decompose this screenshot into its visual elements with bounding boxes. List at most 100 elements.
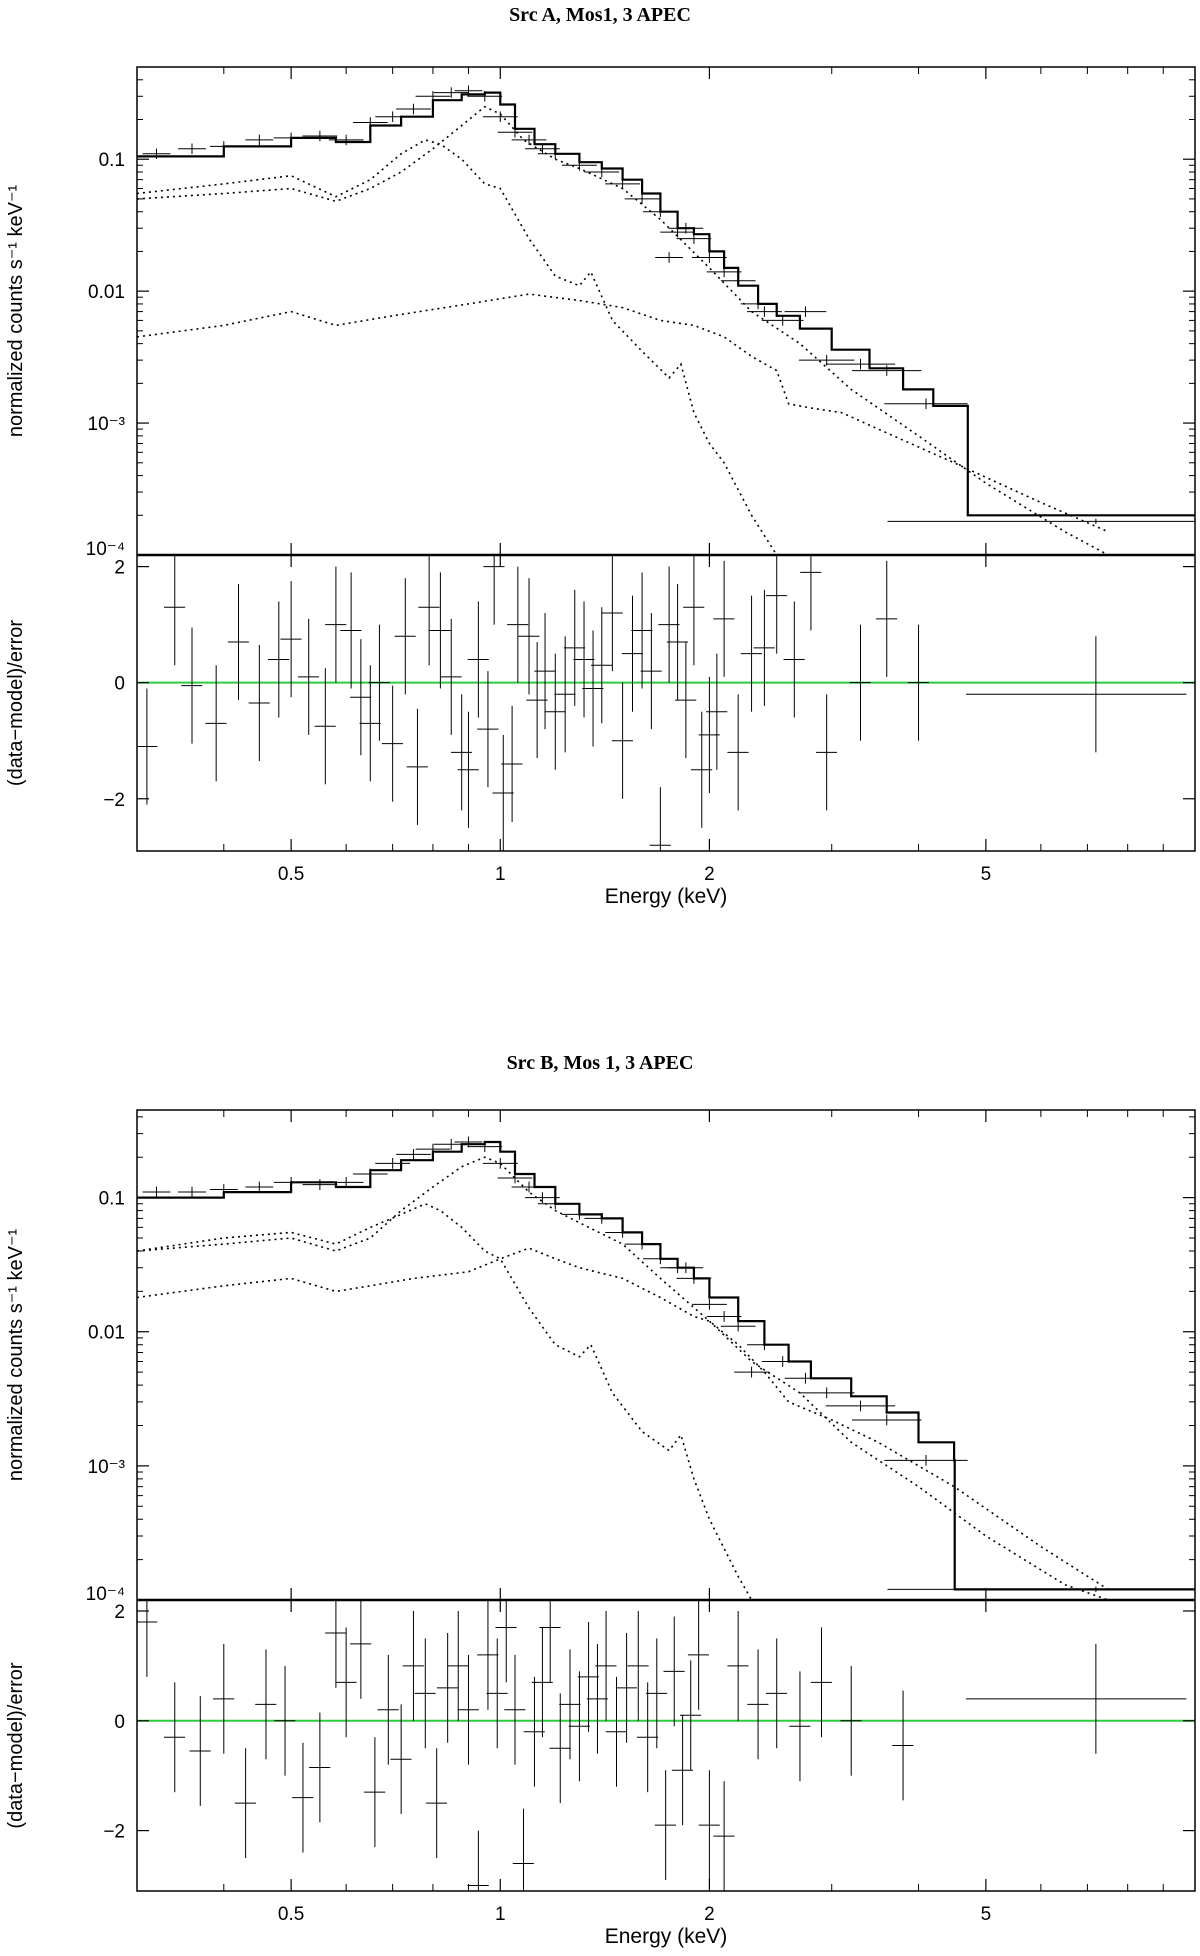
data-point bbox=[668, 1262, 704, 1274]
residual-point bbox=[381, 685, 404, 802]
y-axis-label-residual: (data−model)/error bbox=[5, 1662, 27, 1829]
spectrum-panel-src-a: Src A, Mos1, 3 APEC 0.5 1 2 5 Energy (keV) 0.… bbox=[0, 0, 1200, 930]
residual-point bbox=[965, 636, 1187, 753]
residual-point bbox=[706, 653, 728, 770]
residual-point bbox=[390, 1704, 412, 1815]
data-point bbox=[497, 127, 533, 138]
residual-point bbox=[727, 694, 749, 811]
data-point bbox=[584, 166, 620, 178]
data-point bbox=[761, 1356, 804, 1367]
data-point bbox=[720, 1320, 756, 1332]
residual-point bbox=[544, 653, 566, 770]
data-point bbox=[624, 1238, 660, 1250]
data-point bbox=[784, 1372, 827, 1384]
plot-title-src-a: Src A, Mos1, 3 APEC bbox=[509, 4, 691, 26]
residual-point bbox=[563, 589, 586, 706]
residual-point bbox=[675, 642, 697, 759]
data-point bbox=[415, 1143, 451, 1155]
x-tick-label: 1 bbox=[495, 1904, 506, 1925]
data-point bbox=[511, 1181, 547, 1193]
data-point bbox=[706, 266, 742, 278]
residual-point bbox=[425, 1748, 448, 1859]
residual-point bbox=[611, 682, 633, 799]
residual-point bbox=[440, 618, 462, 735]
data-point bbox=[328, 1176, 364, 1188]
residual-point bbox=[691, 711, 713, 828]
plot-frame bbox=[136, 1109, 1196, 1892]
residual-point bbox=[582, 630, 604, 747]
data-point bbox=[454, 85, 483, 97]
model-total-step-line bbox=[137, 91, 1195, 517]
residual-y-tick-label: 0 bbox=[114, 1712, 125, 1733]
residual-y-tick-label: −2 bbox=[103, 790, 125, 811]
data-point bbox=[747, 1339, 782, 1351]
residual-point bbox=[605, 1676, 627, 1787]
residual-point bbox=[683, 555, 705, 666]
data-point bbox=[605, 1227, 640, 1238]
data-point bbox=[825, 1400, 896, 1412]
data-point bbox=[825, 358, 896, 370]
residual-point bbox=[727, 1610, 749, 1721]
residual-point bbox=[274, 1665, 296, 1776]
x-tick-label: 2 bbox=[704, 1904, 715, 1925]
model-component-apec-2 bbox=[137, 1202, 753, 1600]
residual-point bbox=[507, 566, 529, 683]
residual-point bbox=[137, 688, 158, 805]
residual-point bbox=[965, 1643, 1187, 1754]
x-tick-label: 0.5 bbox=[278, 864, 304, 885]
residual-point bbox=[350, 639, 372, 756]
data-point bbox=[668, 222, 704, 234]
data-point bbox=[142, 148, 171, 160]
residual-point bbox=[892, 1690, 914, 1801]
residual-point bbox=[164, 555, 186, 666]
residual-point bbox=[394, 578, 416, 695]
data-point bbox=[562, 1209, 597, 1220]
residual-point bbox=[800, 555, 822, 631]
residual-y-tick-label: 2 bbox=[114, 558, 125, 579]
residual-point bbox=[457, 1654, 479, 1765]
data-point bbox=[273, 132, 309, 144]
y-tick-label: 0.01 bbox=[88, 282, 125, 303]
residual-point bbox=[573, 601, 595, 718]
data-point bbox=[747, 306, 782, 317]
residual-point bbox=[586, 1643, 608, 1754]
data-point bbox=[642, 1253, 678, 1265]
data-point bbox=[433, 87, 469, 98]
upper-plot-area bbox=[137, 1136, 1195, 1600]
residual-point bbox=[227, 584, 249, 701]
residual-point bbox=[601, 555, 623, 672]
data-point bbox=[624, 193, 660, 205]
residual-plot-area bbox=[137, 555, 1195, 851]
plot-title-src-b: Src B, Mos 1, 3 APEC bbox=[506, 1052, 694, 1074]
residual-point bbox=[518, 578, 540, 695]
residual-point bbox=[663, 1616, 685, 1727]
residual-point bbox=[292, 1742, 314, 1853]
model-component-apec-2 bbox=[137, 139, 778, 555]
data-point bbox=[584, 1213, 620, 1224]
residual-point bbox=[840, 1665, 862, 1776]
data-point bbox=[482, 1158, 518, 1169]
upper-plot-area bbox=[137, 85, 1195, 555]
x-tick-label: 1 bbox=[495, 864, 506, 885]
data-point bbox=[245, 1181, 274, 1193]
data-point bbox=[178, 143, 206, 155]
residual-point bbox=[559, 1649, 581, 1760]
residual-point bbox=[359, 665, 381, 782]
residual-point bbox=[406, 708, 428, 825]
residual-point bbox=[467, 601, 489, 718]
data-point bbox=[433, 1138, 469, 1150]
y-tick-label: 0.1 bbox=[99, 150, 125, 171]
residual-point bbox=[649, 787, 671, 851]
model-total-step-line bbox=[137, 1140, 1195, 1591]
data-point bbox=[467, 1141, 503, 1152]
data-point bbox=[562, 159, 597, 171]
residual-point bbox=[350, 1600, 372, 1699]
data-point bbox=[887, 1586, 1195, 1593]
y-tick-label: 10⁻³ bbox=[88, 1457, 126, 1478]
residual-point bbox=[255, 1649, 277, 1760]
x-tick-label: 2 bbox=[704, 864, 715, 885]
data-point bbox=[676, 1273, 712, 1284]
x-axis-label: Energy (keV) bbox=[605, 1925, 728, 1948]
model-component-apec-3 bbox=[137, 1247, 1109, 1591]
data-point bbox=[734, 1366, 769, 1378]
